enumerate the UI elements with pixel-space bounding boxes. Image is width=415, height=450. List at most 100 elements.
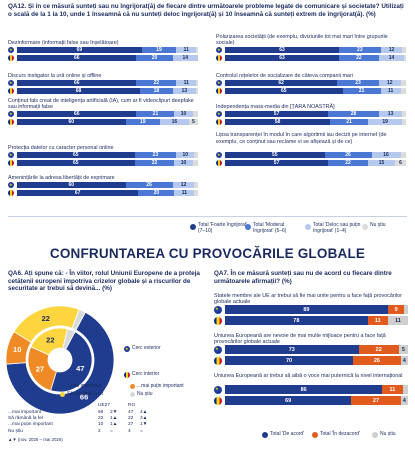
qa7-bar-segment: 26	[353, 356, 401, 365]
qa12-bar-segment: 20	[138, 190, 175, 196]
qa6-table-ue-value: 22	[98, 416, 104, 422]
qa7-bar-row: 70 26 4	[225, 356, 408, 365]
qa12-legend-label: Total 'Deloc sau puțin îngrijorat' (1–4)	[313, 222, 361, 234]
qa12-bar-segment: 65	[225, 88, 343, 94]
qa12-bar-row: 57 22 15 6	[225, 160, 406, 166]
ro-flag-icon	[8, 119, 14, 125]
qa12-bar-segment: 69	[17, 47, 142, 53]
qa12-bar-segment	[402, 47, 406, 53]
qa7-legend-label: Total 'De acord'	[270, 431, 305, 437]
qa6-table-ue-change: 1▲	[110, 422, 118, 428]
qa6-table-ue-value: 10	[98, 422, 104, 428]
qa12-bar-segment: 12	[172, 182, 195, 188]
qa12-bar-segment: 58	[225, 119, 330, 125]
qa6-legend-swatch	[60, 384, 65, 389]
qa6-table-row-label: ...mai important	[8, 410, 42, 415]
qa6-inner-slice-value-label: 47	[76, 364, 84, 373]
qa12-bar-segment	[196, 88, 198, 94]
qa12-bar-segment: 67	[17, 190, 139, 196]
qa12-item-label: Amenințările la adresa libertății de exp…	[8, 174, 115, 181]
qa12-bar-segment: 23	[339, 47, 381, 53]
qa12-bar-segment	[404, 55, 406, 61]
qa12-bar-segment: 57	[225, 111, 329, 117]
qa7-bar-segment: 9	[387, 305, 405, 314]
qa12-bar-segment: 63	[225, 55, 340, 61]
qa7-bar-segment	[402, 385, 408, 394]
qa12-bar-segment: 14	[172, 55, 198, 61]
qa7-legend-swatch	[262, 432, 268, 438]
qa12-bar-row: 65 22 10	[17, 160, 198, 166]
ro-flag-icon	[214, 357, 222, 365]
qa6-outer-slice	[5, 311, 115, 415]
qa6-table-ro-change: 1▼	[140, 422, 148, 428]
qa12-bar-segment	[402, 119, 406, 125]
qa12-bar-segment: 12	[380, 47, 403, 53]
qa7-bar-segment: 86	[225, 385, 383, 394]
eu-flag-icon	[8, 80, 14, 86]
eu-flag-icon	[216, 111, 222, 117]
qa12-bar-row: 65 23 10	[17, 152, 198, 158]
qa12-bar-segment: 15	[367, 160, 396, 166]
qa12-bar-segment: 63	[225, 47, 340, 53]
qa6-legend-swatch	[130, 384, 135, 389]
qa7-item-label: Uniunea Europeană ar trebui să aibă o vo…	[214, 373, 403, 379]
qa12-legend-swatch	[362, 224, 368, 230]
qa7-item-label: Statele membre ale UE ar trebui să fie m…	[214, 293, 402, 306]
qa12-item-label: Controlul rețelelor de socializare de câ…	[216, 72, 353, 79]
qa7-bar-segment: 4	[400, 356, 408, 365]
qa12-bar-segment: 22	[136, 80, 177, 86]
qa12-bar-row: 66 22 11	[17, 80, 198, 86]
ro-flag-icon	[124, 372, 130, 378]
qa7-bar-segment: 69	[225, 396, 352, 405]
qa7-legend-swatch	[312, 432, 318, 438]
qa12-bar-segment	[196, 47, 198, 53]
eu-flag-icon	[8, 111, 14, 117]
qa12-bar-segment: 21	[136, 111, 175, 117]
qa6-table-row-label: Să rămână la fel	[8, 416, 43, 422]
qa12-bar-row: 63 22 14	[225, 55, 406, 61]
qa12-bar-row: 58 21 19	[225, 119, 406, 125]
qa12-bar-segment: 22	[134, 160, 175, 166]
ro-flag-icon	[8, 55, 14, 61]
qa12-bar-segment: 19	[125, 119, 160, 125]
ro-flag-icon	[216, 55, 222, 61]
qa7-item-label: Uniunea Europeană are nevoie de mai mult…	[214, 333, 386, 346]
ro-flag-icon	[8, 190, 14, 196]
qa12-legend-swatch	[190, 224, 196, 230]
qa12-item-label: Dezinformare (informații false sau înșel…	[8, 39, 119, 46]
qa7-bar-segment: 5	[398, 345, 408, 354]
qa7-legend-label: Total 'În dezacord'	[320, 431, 360, 437]
qa6-outer-label: Cerc exterior	[132, 345, 161, 351]
qa12-bar-segment: 10	[174, 111, 193, 117]
qa12-bar-segment: 11	[174, 190, 195, 196]
qa7-bar-segment: 22	[358, 345, 399, 354]
qa12-bar-segment: 18	[140, 88, 173, 94]
qa6-table-row-label: ...mai puțin important	[8, 422, 53, 428]
qa12-bar-segment	[196, 80, 198, 86]
qa12-bar-segment: 57	[225, 160, 329, 166]
qa12-item-label: Lipsa transparenței în modul în care alg…	[216, 132, 387, 145]
qa7-bar-segment: 11	[382, 385, 403, 394]
qa12-bar-row: 60 26 12	[17, 182, 198, 188]
qa12-bar-row: 67 20 11	[17, 190, 198, 196]
eu-flag-icon	[214, 306, 222, 314]
qa12-bar-segment: 55	[225, 152, 325, 158]
qa6-inner-slice-value-label: 22	[46, 336, 54, 345]
qa12-bar-segment: 16	[159, 119, 189, 125]
qa6-footnote: ▲▼ (nov. 2025 – mai 2026)	[8, 437, 63, 442]
section-banner: CONFRUNTAREA CU PROVOCĂRILE GLOBALE	[49, 246, 366, 261]
qa12-bar-segment	[194, 190, 198, 196]
qa6-table-ue-change: =	[110, 428, 113, 434]
qa7-bar-row: 78 11 11	[225, 316, 408, 325]
qa6-table-header-ro: RO	[128, 403, 136, 408]
eu-flag-icon	[216, 152, 222, 158]
qa7-title: QA7. În ce măsură sunteți sau nu de acor…	[214, 270, 392, 285]
qa12-bar-segment: 5	[188, 119, 198, 125]
qa7-bar-segment: 89	[225, 305, 388, 314]
qa6-table-ro-change: 3▲	[140, 416, 148, 422]
qa6-legend-swatch	[60, 392, 65, 397]
qa6-donut-chart: 66 10 22 47 27 22	[5, 305, 115, 415]
qa12-item-label: Discurs instigator la ură online și offl…	[8, 72, 102, 79]
qa12-bar-segment: 28	[328, 111, 379, 117]
qa12-bar-row: 62 23 12	[225, 80, 406, 86]
